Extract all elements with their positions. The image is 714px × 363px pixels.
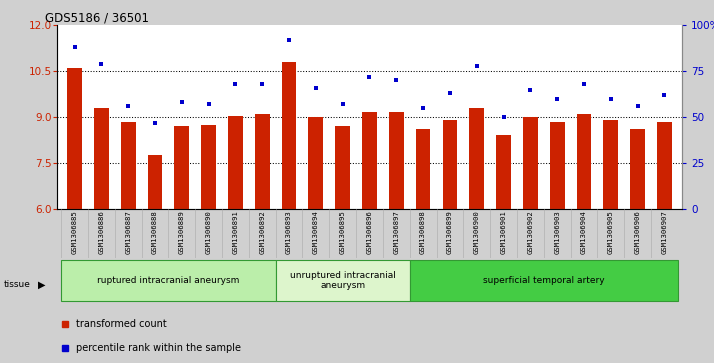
Bar [94,108,109,209]
Text: GSM1306893: GSM1306893 [286,210,292,254]
Bar [255,114,270,209]
Bar [416,129,431,209]
Text: GSM1306892: GSM1306892 [259,210,265,254]
Bar [577,114,591,209]
Bar [67,68,82,209]
Text: GSM1306903: GSM1306903 [554,210,560,254]
Bar [201,125,216,209]
Bar [496,135,511,209]
Text: GSM1306887: GSM1306887 [125,210,131,254]
Text: GSM1306902: GSM1306902 [528,210,533,254]
Bar [410,260,678,301]
Text: GSM1306896: GSM1306896 [366,210,373,254]
Bar [630,129,645,209]
Text: GSM1306899: GSM1306899 [447,210,453,254]
Text: GDS5186 / 36501: GDS5186 / 36501 [44,11,149,24]
Bar [362,113,377,209]
Text: GSM1306900: GSM1306900 [474,210,480,254]
Text: ▶: ▶ [38,280,45,290]
Text: transformed count: transformed count [76,319,166,329]
Bar [550,122,565,209]
Bar [276,260,410,301]
Bar [308,117,323,209]
Text: GSM1306905: GSM1306905 [608,210,614,254]
Text: superficial temporal artery: superficial temporal artery [483,276,605,285]
Bar [603,120,618,209]
Bar [469,108,484,209]
Text: GSM1306895: GSM1306895 [340,210,346,254]
Text: GSM1306890: GSM1306890 [206,210,211,254]
Bar [282,62,296,209]
Text: GSM1306891: GSM1306891 [233,210,238,254]
Text: GSM1306906: GSM1306906 [635,210,640,254]
Text: ruptured intracranial aneurysm: ruptured intracranial aneurysm [97,276,240,285]
Text: GSM1306889: GSM1306889 [178,210,185,254]
Text: GSM1306885: GSM1306885 [71,210,78,254]
Text: percentile rank within the sample: percentile rank within the sample [76,343,241,353]
Bar [174,126,189,209]
Bar [389,113,403,209]
Text: GSM1306886: GSM1306886 [99,210,104,254]
Bar [228,115,243,209]
Text: GSM1306907: GSM1306907 [661,210,668,254]
Bar [657,122,672,209]
Text: GSM1306904: GSM1306904 [581,210,587,254]
Bar [443,120,457,209]
Text: GSM1306898: GSM1306898 [420,210,426,254]
Bar [523,117,538,209]
Bar [148,155,162,209]
Text: unruptured intracranial
aneurysm: unruptured intracranial aneurysm [290,271,396,290]
Text: GSM1306888: GSM1306888 [152,210,158,254]
Text: GSM1306901: GSM1306901 [501,210,506,254]
Text: GSM1306894: GSM1306894 [313,210,319,254]
Text: tissue: tissue [4,281,31,289]
Bar [336,126,350,209]
Bar [61,260,276,301]
Bar [121,122,136,209]
Text: GSM1306897: GSM1306897 [393,210,399,254]
